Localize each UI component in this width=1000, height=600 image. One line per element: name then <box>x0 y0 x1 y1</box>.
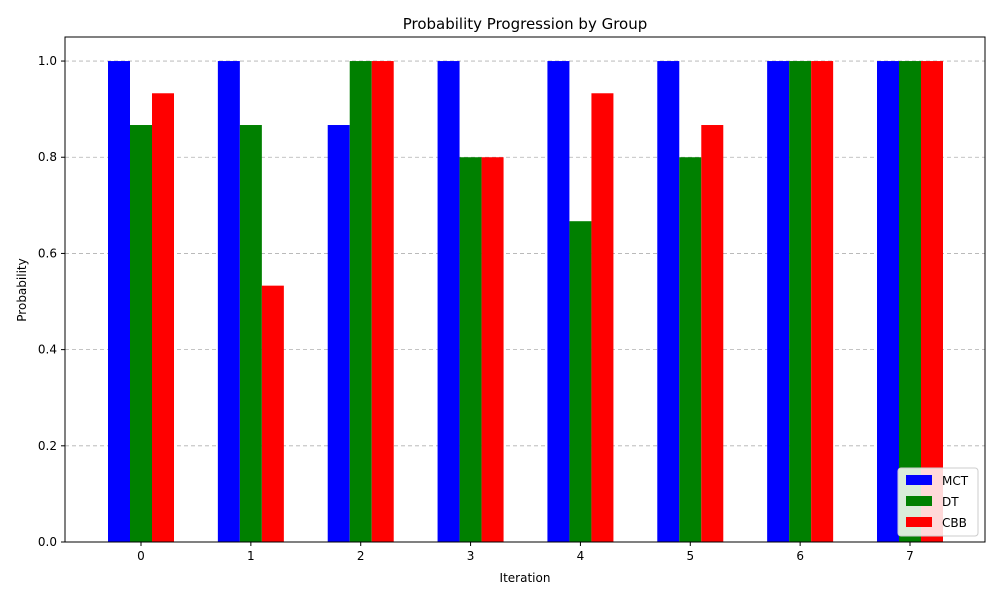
x-tick-label: 6 <box>796 549 804 563</box>
y-tick-label: 0.0 <box>38 535 57 549</box>
bars <box>108 61 943 543</box>
bar-mct <box>437 61 460 543</box>
bar-cbb <box>591 93 614 543</box>
bar-mct <box>327 125 350 542</box>
bar-cbb <box>371 61 394 543</box>
y-tick-label: 0.6 <box>38 246 57 260</box>
x-tick-label: 4 <box>577 549 585 563</box>
y-tick-label: 1.0 <box>38 54 57 68</box>
bar-dt <box>349 61 372 543</box>
y-tick-label: 0.4 <box>38 343 57 357</box>
bar-dt <box>459 157 482 542</box>
bar-mct <box>657 61 680 543</box>
bar-cbb <box>701 125 724 542</box>
x-axis-label: Iteration <box>500 571 551 585</box>
x-tick-label: 7 <box>906 549 914 563</box>
bar-cbb <box>920 61 943 543</box>
bar-mct <box>108 61 130 543</box>
bar-dt <box>898 61 921 543</box>
bar-dt <box>789 61 812 543</box>
bar-dt <box>569 221 592 542</box>
x-tick-label: 2 <box>357 549 365 563</box>
legend-label-mct: MCT <box>942 474 969 488</box>
x-tick-label: 1 <box>247 549 255 563</box>
bar-dt <box>130 125 152 542</box>
bar-dt <box>679 157 702 542</box>
y-tick-label: 0.2 <box>38 439 57 453</box>
legend-label-cbb: CBB <box>942 516 967 530</box>
y-tick-label: 0.8 <box>38 150 57 164</box>
bar-mct <box>547 61 570 543</box>
bar-mct <box>767 61 790 543</box>
bar-mct <box>876 61 899 543</box>
bar-mct <box>217 61 240 543</box>
bar-cbb <box>261 285 284 542</box>
x-axis-ticks: 0 1 2 3 4 5 6 7 <box>137 542 914 563</box>
bar-cbb <box>811 61 834 543</box>
bar-cbb <box>152 93 174 543</box>
legend: MCT DT CBB <box>897 467 979 537</box>
x-tick-label: 5 <box>686 549 694 563</box>
x-tick-label: 3 <box>467 549 475 563</box>
bar-cbb <box>481 157 504 542</box>
x-tick-label: 0 <box>137 549 145 563</box>
chart-title: Probability Progression by Group <box>403 15 648 33</box>
legend-swatch-dt <box>906 496 932 506</box>
legend-swatch-cbb <box>906 517 932 527</box>
legend-swatch-mct <box>906 475 932 485</box>
y-axis-label: Probability <box>15 258 29 321</box>
bar-dt <box>239 125 262 542</box>
plot-area-frame <box>64 36 986 543</box>
y-axis-ticks: 0.0 0.2 0.4 0.6 0.8 1.0 <box>38 54 65 549</box>
legend-label-dt: DT <box>942 495 959 509</box>
